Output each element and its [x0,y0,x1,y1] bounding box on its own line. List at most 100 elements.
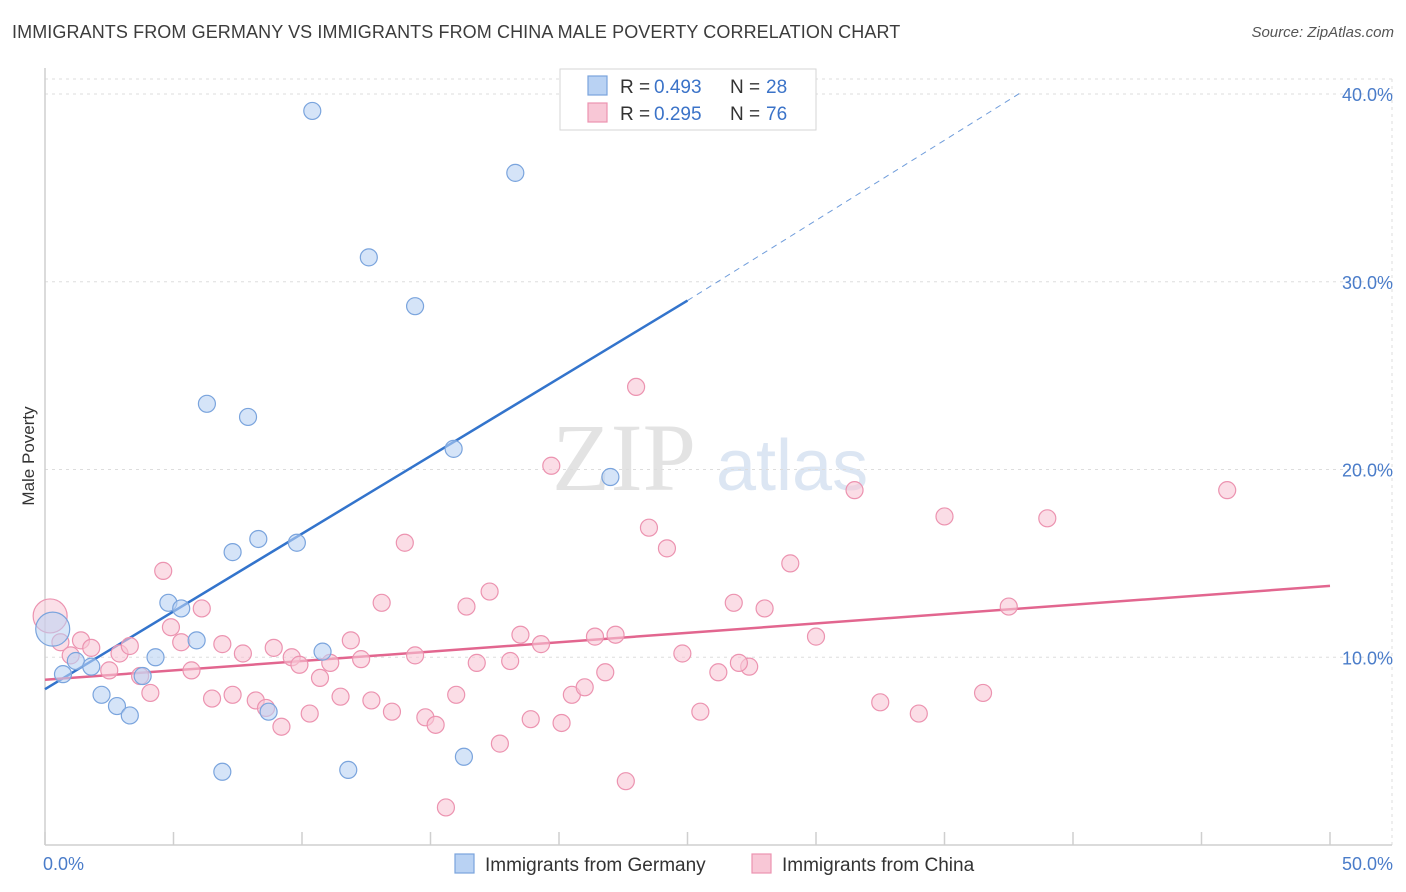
y-axis-label: Male Poverty [19,406,38,506]
china-point-16 [213,635,232,654]
china-trend-line [44,584,1331,682]
china-point-53 [596,663,615,682]
legend-r-value-germany: 0.493 [654,77,702,98]
germany-point-7 [133,666,152,686]
legend-r-label-germany: R = [620,77,650,98]
trend-lines [44,91,1331,691]
china-point-9 [141,683,160,703]
china-point-70 [935,507,954,526]
series-legend-label-germany: Immigrants from Germany [485,855,706,876]
legend-swatch-china [587,102,608,123]
china-point-52 [585,627,605,646]
series-legend: Immigrants from Germany Immigrants from … [454,853,975,876]
china-point-46 [521,710,540,729]
china-point-73 [1038,509,1057,528]
germany-point-17 [259,702,278,721]
china-point-5 [100,661,119,680]
germany-point-25 [454,747,474,766]
germany-point-20 [313,642,332,661]
germany-point-13 [213,762,232,781]
china-point-26 [310,668,330,688]
grid-lines [45,78,1393,845]
china-point-60 [691,702,710,721]
china-point-14 [192,599,211,618]
china-point-69 [909,704,928,723]
china-point-56 [626,377,646,397]
x-tick-label-0: 0.0% [43,854,84,874]
germany-point-27 [601,467,620,487]
germany-point-10 [172,599,191,618]
china-point-74 [1218,481,1237,500]
china-point-58 [657,539,677,558]
germany-point-12 [197,394,217,413]
china-point-68 [871,693,890,712]
china-point-17 [223,685,242,704]
china-point-57 [639,518,659,537]
legend-n-value-germany: 28 [766,77,787,98]
y-tick-label-1: 20.0% [1342,461,1393,481]
china-point-15 [202,689,222,708]
legend-swatch-germany [587,75,608,96]
germany-point-23 [405,297,425,316]
legend-n-value-china: 76 [766,104,787,125]
x-tick-labels: 0.0% 50.0% [43,854,1393,874]
china-point-45 [511,625,530,644]
x-tick-label-1: 50.0% [1342,854,1393,874]
china-point-75 [729,653,749,672]
china-point-43 [490,734,509,753]
series-legend-label-china: Immigrants from China [782,855,975,876]
china-point-40 [457,597,476,616]
china-point-10 [154,561,173,580]
germany-point-19 [303,101,322,121]
germany-trend-line [44,299,689,691]
china-point-12 [172,633,191,652]
source-label: Source: ZipAtlas.com [1251,24,1394,41]
china-point-24 [290,655,309,674]
y-tick-label-3: 40.0% [1342,85,1393,105]
legend-n-label-china: N = [730,104,760,125]
germany-point-3 [82,657,101,676]
china-point-67 [845,481,864,500]
germany-point-1 [53,665,73,684]
chart-title: IMMIGRANTS FROM GERMANY VS IMMIGRANTS FR… [12,22,901,42]
china-point-25 [300,704,319,723]
germany-point-15 [238,407,258,427]
china-point-38 [436,798,456,817]
china-point-7 [120,636,139,656]
china-point-41 [467,653,486,672]
china-point-21 [264,638,283,657]
china-point-49 [552,713,571,733]
germany-point-5 [107,696,127,716]
watermark-atlas: atlas [716,426,868,506]
germany-point-21 [339,760,358,780]
china-point-18 [233,644,252,663]
germany-point-0 [35,611,71,647]
germany-point-14 [223,543,242,562]
germany-point-2 [66,651,85,671]
germany-point-11 [187,631,206,650]
china-point-42 [480,582,499,601]
china-point-28 [331,687,350,706]
china-point-33 [382,702,402,721]
china-point-31 [362,691,381,710]
china-point-61 [709,663,728,682]
china-point-44 [501,651,520,671]
china-point-72 [999,597,1018,616]
china-point-32 [372,593,391,612]
watermark-zip: ZIP [552,404,696,511]
china-point-62 [724,593,743,612]
y-tick-labels: 10.0% 20.0% 30.0% 40.0% [1342,85,1393,668]
stats-legend: R = 0.493 N = 28 R = 0.295 N = 76 [559,68,817,131]
china-point-66 [806,627,826,646]
y-tick-label-0: 10.0% [1342,648,1393,668]
china-point-22 [272,717,291,736]
china-point-39 [447,685,466,704]
china-point-54 [606,625,625,644]
axes [44,68,1392,846]
china-point-11 [161,618,181,637]
china-point-51 [575,678,594,697]
germany-point-8 [146,648,165,667]
germany-point-22 [359,248,378,267]
germany-point-24 [444,439,463,458]
